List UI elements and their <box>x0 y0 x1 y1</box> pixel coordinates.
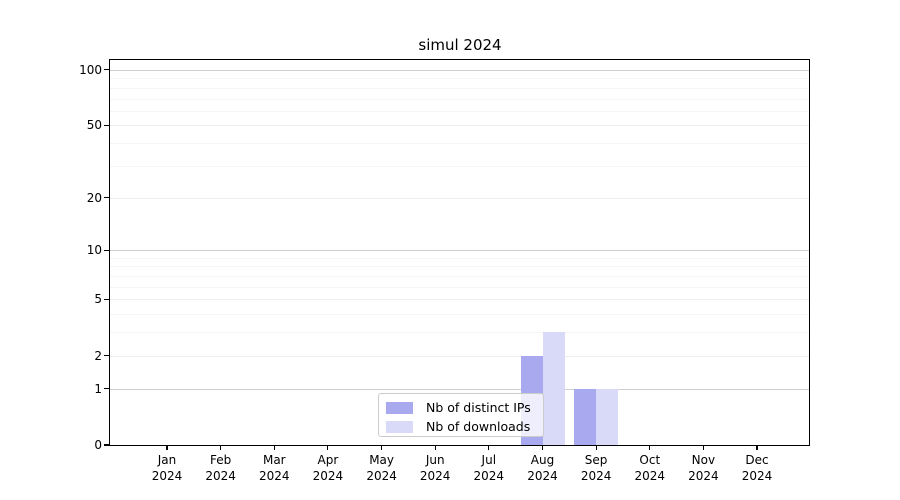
gridline-1 <box>110 388 810 390</box>
x-tick-Jul <box>488 445 490 450</box>
x-tick-year: 2024 <box>741 469 773 483</box>
y-tick-50 <box>104 124 110 126</box>
x-tick-month: Nov <box>691 453 716 467</box>
y-tick-label-50: 50 <box>86 118 102 133</box>
y-tick-label-5: 5 <box>94 292 102 307</box>
bar-Sep-downloads <box>596 388 619 445</box>
gridline-3 <box>110 332 810 334</box>
x-tick-year: 2024 <box>205 469 236 483</box>
gridline-8 <box>110 266 810 268</box>
y-tick-10 <box>104 249 110 251</box>
x-tick-month: Oct <box>639 453 661 467</box>
x-tick-year: 2024 <box>259 469 290 483</box>
gridline-7 <box>110 276 810 277</box>
gridline-10 <box>110 250 810 252</box>
gridline-6 <box>110 286 810 288</box>
y-tick-20 <box>104 196 110 199</box>
x-tick-year: 2024 <box>473 469 505 483</box>
x-tick-year: 2024 <box>580 469 612 483</box>
legend-item: Nb of distinct IPs <box>386 399 537 416</box>
gridline-70 <box>110 98 810 100</box>
x-tick-month: Jul <box>481 453 497 467</box>
x-tick-label-Apr: Apr 2024 <box>298 452 358 484</box>
gridline-90 <box>110 78 810 80</box>
y-tick-5 <box>104 298 110 300</box>
gridline-20 <box>110 197 810 199</box>
gridline-30 <box>110 165 810 167</box>
y-tick-label-20: 20 <box>86 190 102 205</box>
gridline-40 <box>110 143 810 145</box>
gridline-100 <box>110 69 810 71</box>
y-tick-2 <box>104 355 110 357</box>
chart-title: simul 2024 <box>418 36 502 54</box>
y-tick-label-10: 10 <box>86 243 102 258</box>
gridline-2 <box>110 355 810 357</box>
y-tick-0 <box>104 444 110 446</box>
gridline-50 <box>110 125 810 127</box>
gridline-4 <box>110 314 810 316</box>
y-tick-label-2: 2 <box>94 348 102 363</box>
x-tick-label-Nov: Nov 2024 <box>673 452 733 484</box>
gridline-5 <box>110 299 810 301</box>
legend-item: Nb of downloads <box>386 418 537 435</box>
y-tick-label-1: 1 <box>94 381 102 396</box>
x-tick-month: Aug <box>530 453 555 467</box>
x-tick-year: 2024 <box>688 469 719 483</box>
y-tick-1 <box>104 388 110 390</box>
x-tick-May <box>381 445 383 450</box>
x-tick-month: Jun <box>425 453 445 467</box>
x-tick-label-Sep: Sep 2024 <box>566 452 626 484</box>
x-tick-month: May <box>369 453 394 467</box>
x-tick-month: Dec <box>745 453 769 467</box>
x-tick-label-Jan: Jan 2024 <box>137 452 197 484</box>
legend-label: Nb of downloads <box>426 419 531 434</box>
x-tick-month: Mar <box>262 453 286 467</box>
x-tick-Dec <box>756 445 758 450</box>
x-tick-label-Dec: Dec 2024 <box>727 452 787 484</box>
legend-swatch <box>386 401 413 414</box>
gridline-60 <box>110 110 810 112</box>
x-tick-Oct <box>649 445 651 450</box>
legend-items: Nb of distinct IPs Nb of downloads <box>386 399 537 435</box>
x-tick-Feb <box>220 445 222 450</box>
x-tick-label-Aug: Aug 2024 <box>513 452 573 484</box>
x-tick-year: 2024 <box>419 469 451 483</box>
x-tick-year: 2024 <box>366 469 397 483</box>
x-tick-label-Jul: Jul 2024 <box>459 452 519 484</box>
gridline-80 <box>110 87 810 89</box>
legend-swatch <box>386 420 413 433</box>
x-tick-year: 2024 <box>634 469 666 483</box>
x-tick-year: 2024 <box>527 469 558 483</box>
x-tick-month: Apr <box>317 453 339 467</box>
x-tick-label-Jun: Jun 2024 <box>405 452 465 484</box>
x-tick-year: 2024 <box>151 469 183 483</box>
gridline-9 <box>110 257 810 259</box>
bar-Sep-distinct-ips <box>574 388 597 445</box>
x-tick-month: Feb <box>209 453 232 467</box>
x-tick-Apr <box>327 445 329 450</box>
y-tick-100 <box>104 69 110 71</box>
x-tick-month: Sep <box>584 453 608 467</box>
x-tick-month: Jan <box>157 453 177 467</box>
x-tick-Jun <box>434 445 436 450</box>
bar-Aug-downloads <box>542 332 565 445</box>
x-tick-Nov <box>702 445 704 450</box>
x-tick-Mar <box>273 445 275 450</box>
legend-label: Nb of distinct IPs <box>426 400 531 415</box>
legend: Nb of distinct IPs Nb of downloads <box>378 393 544 437</box>
x-tick-year: 2024 <box>312 469 344 483</box>
y-tick-label-0: 0 <box>94 438 102 452</box>
y-tick-label-100: 100 <box>79 62 102 77</box>
x-tick-Aug <box>541 445 544 450</box>
x-tick-Sep <box>595 445 597 450</box>
x-tick-label-Oct: Oct 2024 <box>620 452 680 484</box>
x-tick-label-Mar: Mar 2024 <box>244 452 304 484</box>
x-tick-Jan <box>166 445 168 450</box>
x-tick-label-May: May 2024 <box>352 452 412 484</box>
plot-area <box>110 60 810 445</box>
x-tick-label-Feb: Feb 2024 <box>191 452 251 484</box>
